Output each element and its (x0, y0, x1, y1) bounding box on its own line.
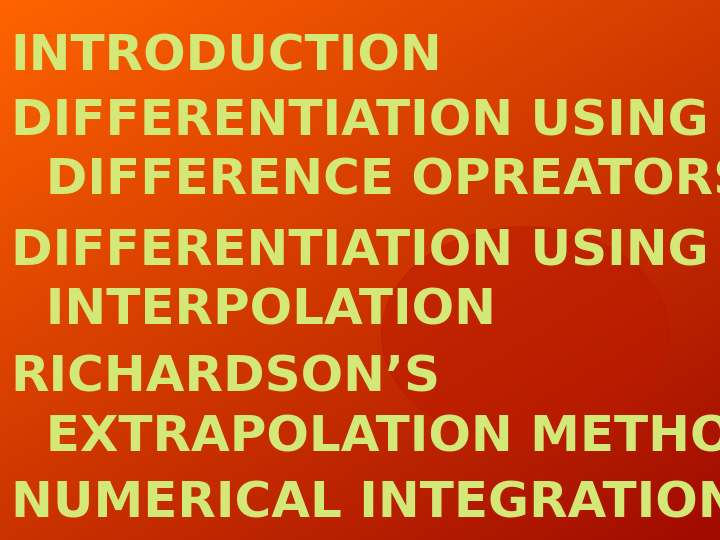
Text: EXTRAPOLATION METHOD: EXTRAPOLATION METHOD (11, 414, 720, 461)
Text: INTRODUCTION: INTRODUCTION (11, 33, 443, 80)
Text: NUMERICAL INTEGRATION: NUMERICAL INTEGRATION (11, 480, 720, 527)
Text: DIFFERENTIATION USING: DIFFERENTIATION USING (11, 227, 708, 275)
Text: DIFFERENTIATION USING: DIFFERENTIATION USING (11, 98, 708, 145)
Text: DIFFERENCE OPREATORS: DIFFERENCE OPREATORS (11, 157, 720, 205)
Text: INTERPOLATION: INTERPOLATION (11, 287, 496, 334)
Text: RICHARDSON’S: RICHARDSON’S (11, 354, 441, 402)
Circle shape (382, 227, 670, 443)
